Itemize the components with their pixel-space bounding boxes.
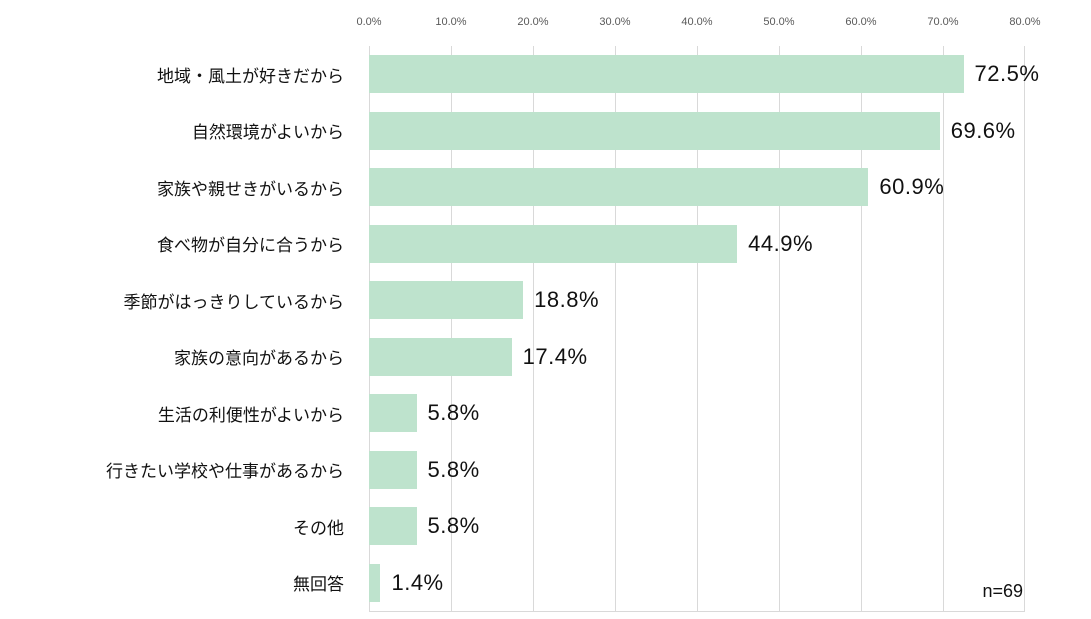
- x-axis-tick-label: 40.0%: [681, 16, 713, 28]
- bar-value-label: 5.8%: [427, 456, 480, 482]
- sample-size-annotation: n=69: [982, 581, 1023, 601]
- category-label: 家族や親せきがいるから: [157, 179, 344, 199]
- gridline: [615, 46, 616, 611]
- category-label: 地域・風土が好きだから: [157, 66, 344, 86]
- bar-rows: 72.5% 69.6% 60.9% 44.9% 18.8% 17.4% 5.8% 5.8% 5.…: [369, 46, 1039, 612]
- x-axis-tick-label: 80.0%: [1009, 16, 1041, 28]
- bar-value-label: 72.5%: [974, 61, 1040, 87]
- x-axis-tick-label: 60.0%: [845, 16, 877, 28]
- bar: [369, 168, 869, 207]
- bar-row: 69.6%: [369, 103, 1025, 160]
- category-axis-labels: 地域・風土が好きだから自然環境がよいから家族や親せきがいるから 食べ物が自分に合う…: [0, 46, 357, 611]
- category-label: 生活の利便性がよいから: [157, 405, 344, 425]
- category-label: 家族の意向があるから: [174, 349, 344, 369]
- bar: [369, 507, 417, 546]
- gridline: [697, 46, 698, 611]
- bar: [369, 111, 940, 150]
- bar-value-label: 5.8%: [427, 513, 480, 539]
- category-label: 食べ物が自分に合うから: [157, 236, 344, 256]
- bar-row: 44.9%: [369, 216, 1025, 273]
- x-axis-tick-label: 10.0%: [435, 16, 467, 28]
- gridline: [861, 46, 862, 611]
- x-axis-tick-label: 0.0%: [356, 16, 382, 28]
- bar: [369, 394, 417, 433]
- gridline: [1024, 46, 1025, 611]
- x-axis-tick-label: 30.0%: [599, 16, 631, 28]
- bar-row: 72.5%: [369, 46, 1039, 103]
- bar-row: 18.8%: [369, 272, 1025, 329]
- category-label: その他: [293, 518, 344, 538]
- category-label: 行きたい学校や仕事があるから: [106, 462, 344, 482]
- bar: [369, 337, 512, 376]
- bar-value-label: 1.4%: [391, 569, 444, 595]
- gridline: [451, 46, 452, 611]
- x-axis-tick-label: 20.0%: [517, 16, 549, 28]
- bar-row: 1.4%: [369, 555, 1025, 612]
- category-label: 自然環境がよいから: [191, 123, 344, 143]
- gridline: [779, 46, 780, 611]
- category-label: 無回答: [293, 575, 344, 595]
- bar-value-label: 69.6%: [950, 117, 1016, 143]
- x-axis-tick-label: 70.0%: [927, 16, 959, 28]
- gridline: [533, 46, 534, 611]
- bar: [369, 224, 738, 263]
- bar-value-label: 18.8%: [534, 287, 600, 313]
- bar-row: 5.8%: [369, 442, 1025, 499]
- gridlines: [369, 46, 1025, 611]
- bar: [369, 55, 964, 94]
- bar: [369, 563, 381, 602]
- bar-row: 5.8%: [369, 498, 1025, 555]
- bar-row: 5.8%: [369, 385, 1025, 442]
- bar-value-label: 5.8%: [427, 400, 480, 426]
- bar-row: 17.4%: [369, 329, 1025, 386]
- category-label: 季節がはっきりしているから: [123, 292, 345, 312]
- plot-area: 72.5% 69.6% 60.9% 44.9% 18.8% 17.4% 5.8% 5.8% 5.…: [369, 46, 1039, 612]
- bar-value-label: 60.9%: [879, 174, 945, 200]
- x-axis-tick-labels: 0.0% 10.0% 20.0% 30.0% 40.0% 50.0% 60.0% 70.0% 8…: [356, 15, 1040, 29]
- bar-value-label: 17.4%: [522, 343, 588, 369]
- bar: [369, 281, 524, 320]
- bar-row: 60.9%: [369, 159, 1025, 216]
- gridline: [943, 46, 944, 611]
- x-axis-tick-label: 50.0%: [763, 16, 795, 28]
- bar-value-label: 44.9%: [748, 230, 814, 256]
- gridline: [369, 46, 370, 611]
- bar: [369, 450, 417, 489]
